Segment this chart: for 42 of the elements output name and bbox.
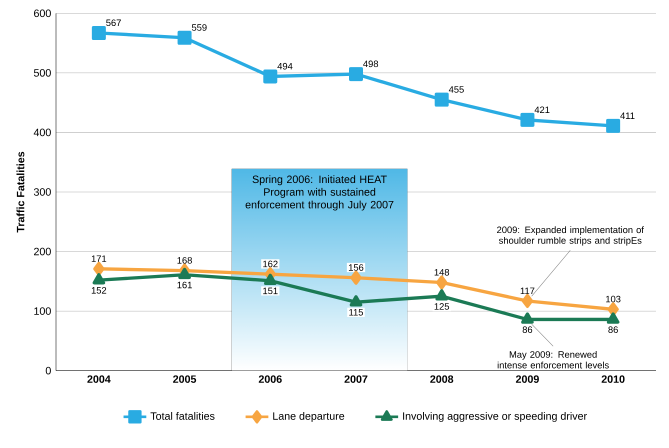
- data-label: 411: [620, 112, 634, 119]
- x-tick-label: 2004: [87, 375, 111, 383]
- y-tick-label: 200: [34, 248, 51, 256]
- x-tick-label: 2009: [516, 375, 539, 383]
- x-tick-label: 2010: [602, 375, 625, 383]
- data-label: 171: [92, 255, 106, 262]
- x-tick-label: 2007: [344, 375, 368, 383]
- data-label: 567: [106, 19, 121, 26]
- data-label: 151: [263, 288, 278, 294]
- data-label: 156: [348, 264, 364, 271]
- y-tick-label: 300: [34, 188, 51, 196]
- y-tick-label: 0: [46, 366, 51, 374]
- y-tick-label: 400: [34, 128, 51, 136]
- data-label: 152: [92, 287, 106, 294]
- data-label: 494: [277, 62, 293, 70]
- annotation: May 2009: Renewed intense enforcement levels: [498, 350, 609, 368]
- legend-label: Total fatalities: [150, 412, 215, 420]
- data-label: 559: [192, 24, 207, 31]
- y-tick-label: 100: [34, 307, 51, 315]
- data-label: 498: [363, 60, 378, 68]
- data-label: 455: [448, 86, 464, 93]
- data-label: 115: [349, 309, 364, 316]
- y-tick-label: 500: [34, 69, 51, 77]
- data-label: 125: [434, 303, 450, 310]
- data-label: 148: [434, 268, 450, 276]
- data-label: 168: [177, 257, 192, 264]
- annotation: 2009: Expanded implementation of shoulder rumble strips and stripEs: [497, 226, 644, 246]
- data-label: 86: [522, 326, 532, 333]
- legend-label: Involving aggressive or speeding driver: [403, 412, 587, 422]
- x-tick-label: 2008: [430, 375, 454, 383]
- data-label: 161: [177, 282, 192, 288]
- legend-label: Lane departure: [273, 412, 344, 422]
- data-label: 117: [520, 288, 534, 294]
- y-tick-label: 600: [34, 10, 51, 18]
- x-tick-label: 2005: [173, 375, 196, 383]
- data-label: 162: [263, 260, 278, 268]
- data-label: 86: [608, 326, 618, 333]
- band-label: Spring 2006: Initiated HEAT Program with sustained enforcement through July 2007: [246, 175, 394, 211]
- data-label: 103: [606, 296, 620, 302]
- y-axis-title: Traffic Fatalities: [16, 152, 24, 232]
- data-label: 421: [534, 106, 550, 113]
- x-tick-label: 2006: [258, 375, 282, 383]
